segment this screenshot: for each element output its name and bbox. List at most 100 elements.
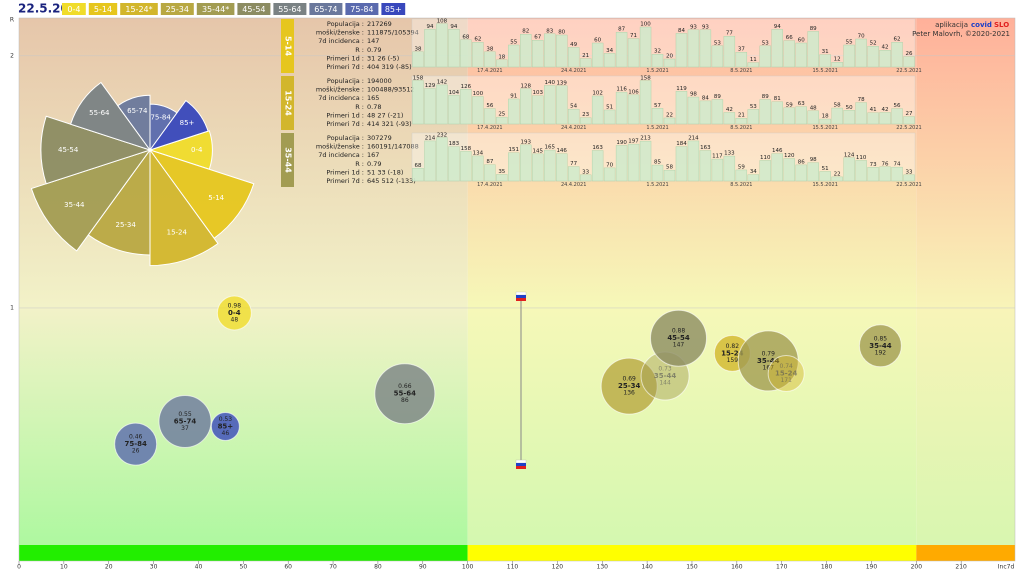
bar-value: 183 <box>449 141 460 147</box>
bubble <box>158 394 212 448</box>
stat-value: 111875/105394 <box>367 29 419 37</box>
bar <box>460 89 472 125</box>
x-tick-label: 80 <box>374 564 382 571</box>
bubble <box>114 422 158 466</box>
bar <box>867 167 879 182</box>
bubble-incidence: 136 <box>623 390 635 397</box>
bubble <box>737 330 799 392</box>
bar <box>891 108 903 125</box>
bar <box>615 32 628 68</box>
bar-value: 42 <box>882 107 889 113</box>
bar-value: 78 <box>858 97 865 103</box>
stat-key: Populacija : <box>327 134 364 142</box>
bar <box>639 80 652 125</box>
bar-value: 34 <box>606 48 613 54</box>
bar-value: 89 <box>810 26 817 32</box>
bar <box>496 174 508 182</box>
date-label: 15.5.2021 <box>812 182 837 188</box>
panel-title-chip <box>281 19 294 73</box>
x-tick-label: 40 <box>195 564 203 571</box>
bar <box>567 166 580 182</box>
bar-value: 104 <box>449 90 460 96</box>
legend-chip <box>309 3 343 15</box>
legend-label: 85+ <box>385 5 402 14</box>
panel-title: 35-44 <box>284 147 293 173</box>
bar <box>496 59 508 68</box>
bar <box>448 29 460 68</box>
bar <box>759 45 771 68</box>
zone-band <box>916 545 1015 561</box>
legend-chip <box>237 3 271 15</box>
bar-value: 37 <box>738 47 745 53</box>
bar-value: 158 <box>461 146 472 152</box>
stat-value: 165 <box>367 94 379 102</box>
legend-label: 0-4 <box>67 5 80 14</box>
bar <box>795 42 807 68</box>
bar-value: 93 <box>690 24 697 30</box>
bar-value: 63 <box>798 101 805 107</box>
bar-value: 139 <box>556 80 567 86</box>
bar <box>472 42 484 68</box>
bubble-r: 0.55 <box>178 411 192 418</box>
x-tick-label: 120 <box>552 564 564 571</box>
bar-value: 214 <box>688 135 699 141</box>
bar <box>771 101 783 125</box>
bar-value: 56 <box>486 103 493 109</box>
bar-value: 87 <box>618 27 625 33</box>
stat-value: 307279 <box>367 134 392 142</box>
legend-chip <box>381 3 406 15</box>
bar <box>699 100 712 125</box>
app-label: aplikacija <box>935 21 968 29</box>
zone-background <box>916 18 1015 545</box>
bar <box>603 109 616 125</box>
bar <box>472 96 484 125</box>
bar-value: 53 <box>762 40 769 46</box>
stat-key: moški/ženske : <box>316 143 364 151</box>
bubble-r: 0.85 <box>874 335 888 342</box>
bar <box>879 50 891 68</box>
bar <box>675 146 688 182</box>
bubble-incidence: 86 <box>401 397 409 404</box>
legend-chip <box>62 3 86 15</box>
polar-wedge <box>117 94 151 152</box>
bubble-r: 0.66 <box>398 383 412 390</box>
bar-value: 151 <box>509 147 520 153</box>
wedge-label: 5-14 <box>208 194 224 202</box>
bar <box>891 166 903 182</box>
bar <box>771 29 783 68</box>
bar <box>532 153 544 182</box>
legend-label: 45-54 <box>242 5 265 14</box>
bar <box>532 95 544 125</box>
bar-value: 59 <box>738 164 745 170</box>
bubble-r: 0.53 <box>219 416 233 423</box>
bar-value: 73 <box>870 162 877 168</box>
date-label: 15.5.2021 <box>812 125 837 131</box>
bar-value: 133 <box>724 151 735 157</box>
date-label: 22.5.2021 <box>896 68 921 74</box>
y-axis-label: R <box>10 17 14 24</box>
bar <box>591 42 604 68</box>
bar <box>735 118 748 125</box>
bar-value: 35 <box>498 169 505 175</box>
bar-value: 54 <box>570 104 577 110</box>
date-label: 8.5.2021 <box>730 182 752 188</box>
x-tick-label: 130 <box>597 564 609 571</box>
bar-value: 57 <box>654 103 661 109</box>
stat-value: 167 <box>367 151 379 159</box>
bar <box>867 112 879 125</box>
date-label: 1.5.2021 <box>646 68 668 74</box>
bar <box>496 116 508 125</box>
bar <box>711 99 724 125</box>
bar <box>747 174 760 182</box>
bubble <box>600 357 658 415</box>
bar <box>735 52 748 68</box>
date-label: 24.4.2021 <box>561 125 586 131</box>
bar <box>436 23 448 68</box>
bar <box>472 155 484 182</box>
bar <box>675 91 688 125</box>
bar-value: 55 <box>510 40 517 46</box>
panel-background <box>411 132 916 182</box>
x-tick-label: 60 <box>284 564 292 571</box>
bar-value: 163 <box>700 145 711 151</box>
